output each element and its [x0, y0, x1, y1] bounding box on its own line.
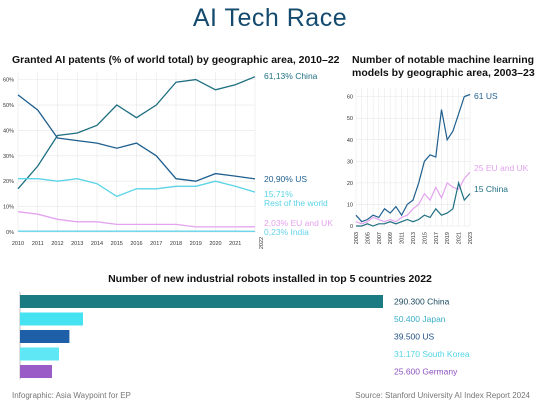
y-tick-label: 50	[347, 116, 353, 122]
eu-series-label: 25 EU and UK	[474, 163, 529, 173]
ml-models-chart-title-line1: Number of notable machine learning	[352, 54, 535, 66]
china-series-line	[17, 76, 256, 190]
eu-series-label: 2,03% EU and UK	[264, 218, 333, 228]
us-series-line	[355, 93, 471, 223]
patents-line-chart: 0% 10% 20% 30% 40% 50% 60% 2010 2011 2012 2013 2014…	[3, 71, 333, 249]
y-tick-label: 20%	[3, 179, 14, 185]
y-tick-label: 10	[347, 202, 353, 208]
robots-chart-title: Number of new industrial robots installe…	[108, 273, 432, 285]
robot-bar-label: 31.170 South Korea	[394, 349, 470, 359]
china-series-label: 15 China	[474, 184, 508, 194]
y-tick-label: 10%	[3, 205, 14, 211]
y-tick-label: 0	[350, 224, 353, 230]
x-tick-label: 2012	[51, 241, 63, 247]
x-tick-label: 2020	[209, 241, 221, 247]
y-tick-label: 0%	[6, 230, 14, 236]
x-tick-label: 2011	[32, 241, 44, 247]
x-tick-label: 2021	[457, 232, 463, 244]
ml-models-chart-title-line2: models by geographic area, 2003–23	[352, 67, 535, 79]
y-tick-label: 20	[347, 181, 353, 187]
y-tick-label: 60	[347, 95, 353, 101]
y-tick-label: 60%	[3, 78, 14, 84]
y-tick-label: 40%	[3, 128, 14, 134]
x-tick-label: 2007	[377, 232, 383, 244]
us-series-line	[17, 94, 256, 182]
y-tick-label: 50%	[3, 103, 14, 109]
x-tick-label: 2019	[190, 241, 202, 247]
robot-bar-us	[20, 330, 70, 343]
x-tick-label: 2013	[71, 241, 83, 247]
x-tick-label: 2019	[445, 232, 451, 244]
robot-bar-south-korea	[20, 347, 59, 361]
x-tick-label: 2016	[130, 241, 142, 247]
eu-series-line	[17, 211, 256, 228]
page-title: AI Tech Race	[192, 4, 348, 32]
footer-source: Source: Stanford University AI Index Rep…	[355, 391, 530, 400]
x-tick-label: 2021	[229, 241, 241, 247]
row-series-label-2: Rest of the world	[264, 198, 328, 208]
x-tick-label: 2015	[111, 241, 123, 247]
x-tick-label: 2015	[422, 232, 428, 244]
x-tick-label: 2003	[354, 232, 360, 244]
india-series-label: 0,23% India	[264, 227, 309, 237]
x-tick-label: 2005	[365, 232, 371, 244]
eu-series-line	[355, 171, 471, 225]
us-series-label: 61 US	[474, 91, 498, 101]
x-tick-label: 2017	[434, 232, 440, 244]
patents-chart-title: Granted AI patents (% of world total) by…	[12, 54, 340, 66]
y-tick-label: 30	[347, 159, 353, 165]
ml-models-chart-title: Number of notable machine learning model…	[352, 54, 538, 80]
ml-models-line-chart: 0 10 20 30 40 50 60 2003 2005 2007 2009 2011 2013 201…	[347, 88, 529, 244]
robot-bar-label: 50.400 Japan	[394, 314, 446, 324]
y-tick-label: 40	[347, 138, 353, 144]
y-tick-label: 30%	[3, 154, 14, 160]
row-series-label: 15,71%	[264, 189, 293, 199]
robot-bar-germany	[20, 365, 52, 378]
robot-bar-japan	[20, 312, 83, 326]
robot-bar-label: 290.300 China	[394, 297, 450, 307]
x-tick-label: 2013	[411, 232, 417, 244]
row-series-line	[18, 178, 256, 198]
x-tick-label: 2014	[91, 241, 103, 247]
robot-bar-label: 25.600 Germany	[394, 367, 458, 377]
x-tick-label: 2010	[12, 241, 24, 247]
x-tick-label: 2017	[150, 241, 162, 247]
china-series-label: 61,13% China	[264, 71, 318, 81]
us-series-label: 20,90% US	[264, 174, 307, 184]
x-tick-label: 2011	[400, 232, 406, 244]
robots-bar-chart: 290.300 China 50.400 Japan 39.500 US 31.170…	[19, 292, 470, 380]
china-series-line	[356, 180, 471, 227]
x-tick-label: 2009	[388, 232, 394, 244]
robot-bar-label: 39.500 US	[394, 332, 434, 342]
footer-credit: Infographic: Asia Waypoint for EP	[12, 391, 131, 400]
x-tick-label: 2023	[468, 232, 474, 244]
x-tick-label: 2018	[170, 241, 182, 247]
x-tick-label: 2022	[259, 237, 265, 249]
robot-bar-china	[20, 295, 383, 308]
